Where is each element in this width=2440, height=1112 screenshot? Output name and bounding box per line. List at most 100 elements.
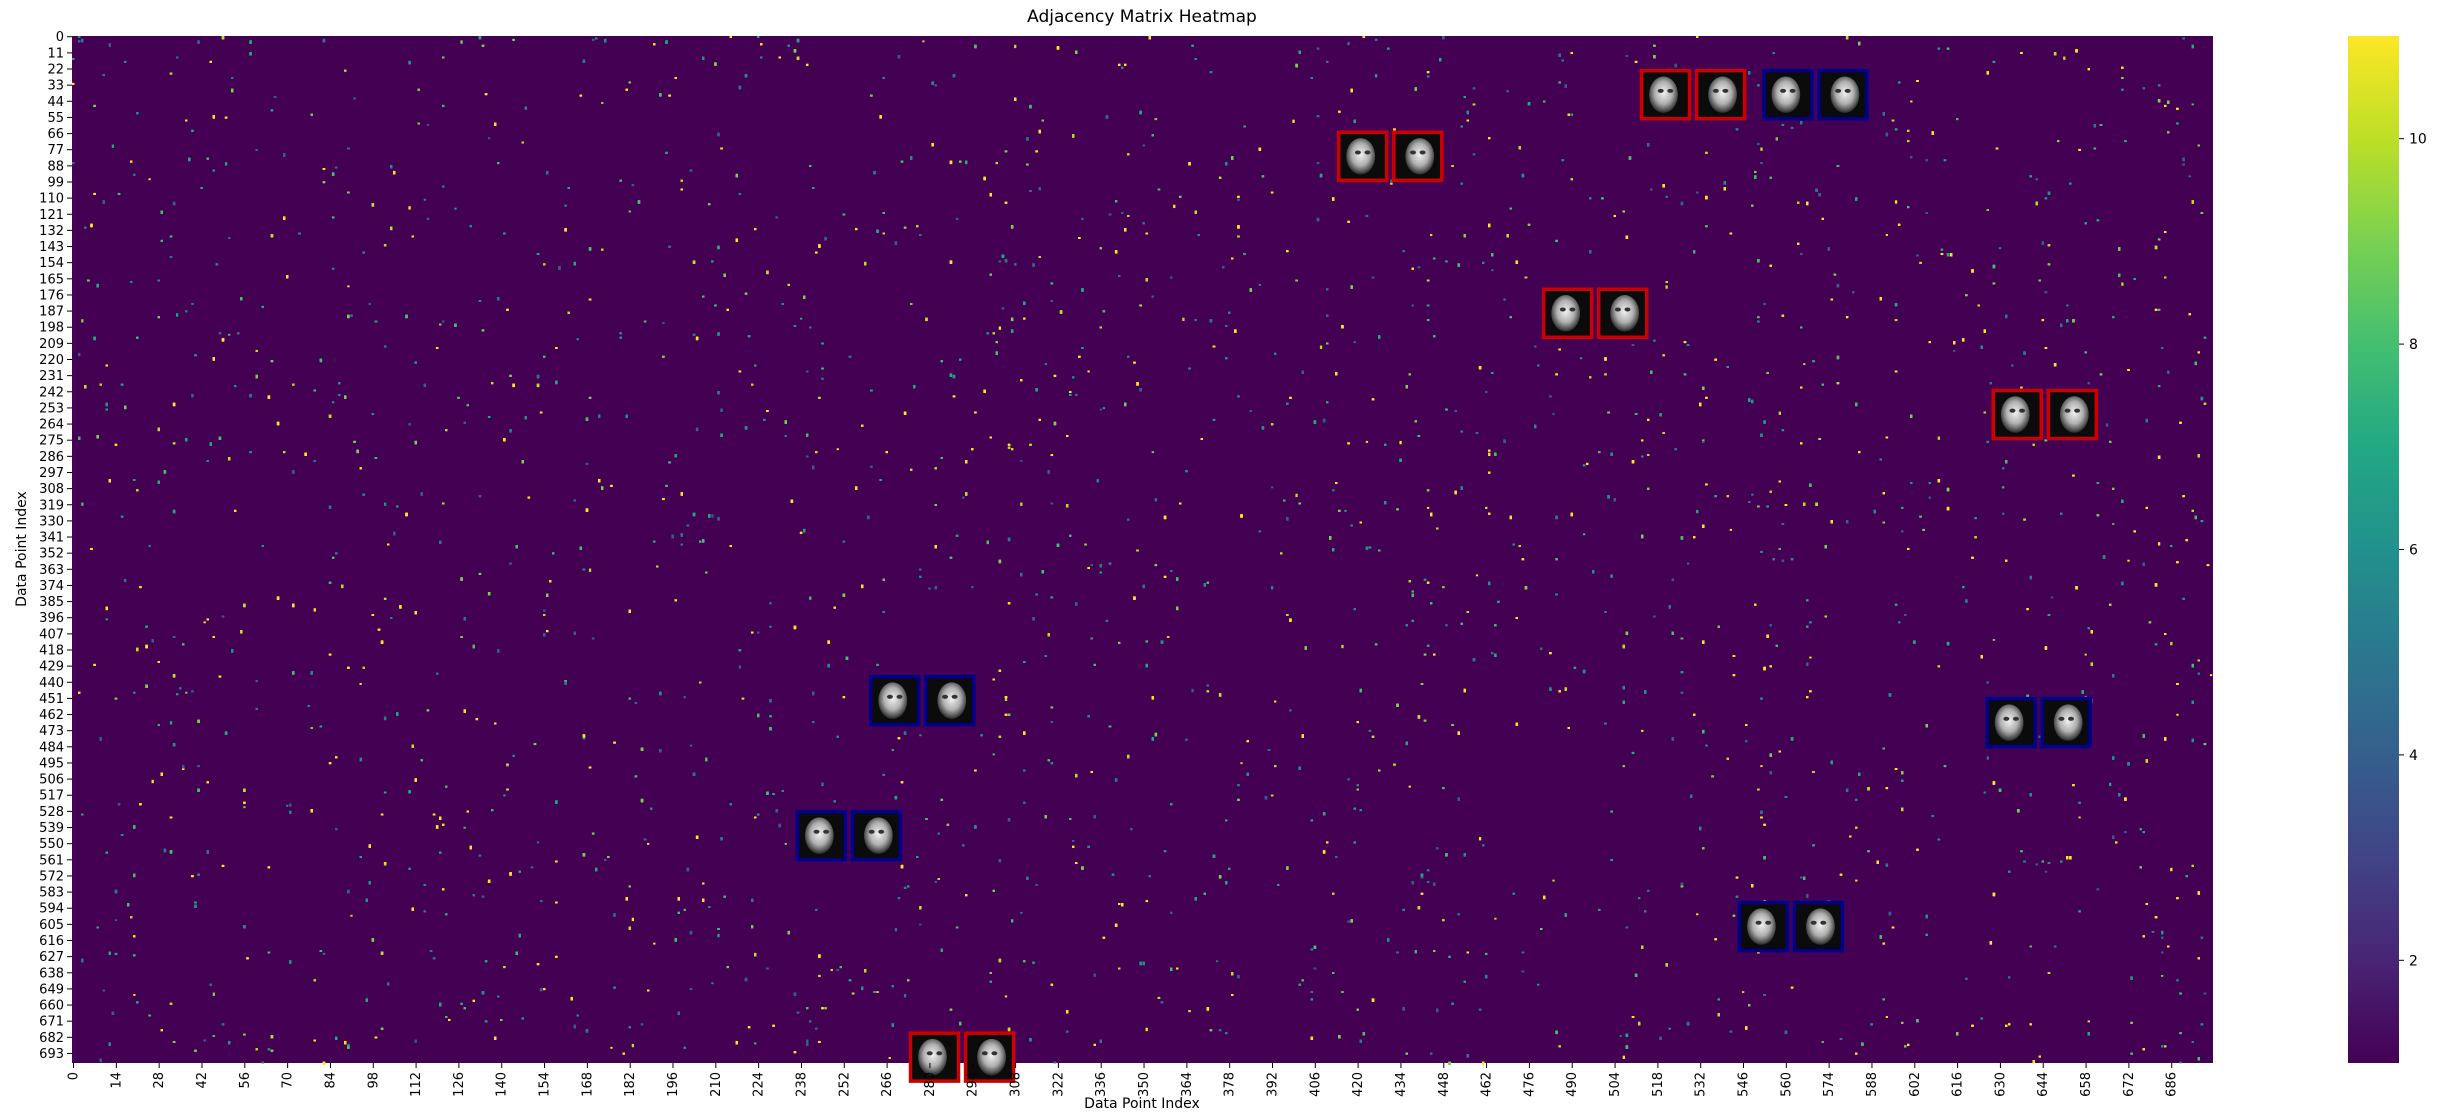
heatmap-cell [662, 322, 665, 324]
heatmap-cell [133, 994, 136, 996]
heatmap-cell [1778, 411, 1781, 415]
heatmap-cell [1910, 100, 1913, 103]
heatmap-cell [1686, 562, 1690, 565]
heatmap-cell [1087, 370, 1090, 373]
heatmap-cell [588, 568, 592, 572]
heatmap-cell [1225, 819, 1228, 822]
heatmap-cell [564, 204, 567, 207]
heatmap-cell [2188, 175, 2191, 178]
heatmap-cell [524, 106, 527, 110]
heatmap-cell [84, 226, 87, 229]
heatmap-cell [487, 137, 491, 140]
heatmap-cell [286, 804, 289, 807]
heatmap-cell [998, 326, 1002, 330]
heatmap-cell [2105, 423, 2109, 427]
heatmap-cell [289, 810, 292, 814]
heatmap-cell [463, 826, 466, 829]
heatmap-cell [1258, 283, 1262, 286]
heatmap-cell [992, 753, 995, 756]
heatmap-cell [175, 313, 179, 317]
heatmap-cell [1775, 137, 1778, 141]
heatmap-cell [717, 933, 720, 938]
heatmap-cell [1809, 656, 1812, 659]
heatmap-cell [212, 992, 215, 996]
heatmap-cell [1488, 452, 1491, 456]
heatmap-cell [414, 1039, 417, 1043]
heatmap-cell [1668, 1027, 1671, 1030]
heatmap-cell [1270, 486, 1274, 489]
heatmap-cell [1998, 247, 2002, 250]
heatmap-cell [347, 285, 350, 288]
heatmap-cell [1665, 285, 1668, 289]
heatmap-cell [653, 942, 656, 945]
heatmap-cell [133, 691, 136, 694]
heatmap-cell [1004, 995, 1008, 998]
heatmap-cell [876, 991, 879, 993]
heatmap-cell [1399, 440, 1402, 445]
heatmap-cell [2127, 559, 2130, 562]
heatmap-cell [460, 40, 463, 44]
heatmap-cell [598, 414, 601, 418]
heatmap-cell [331, 401, 335, 404]
heatmap-cell [2084, 653, 2087, 656]
heatmap-cell [2109, 782, 2112, 787]
heatmap-cell [78, 352, 81, 357]
heatmap-cell [1374, 74, 1378, 78]
heatmap-cell [1099, 408, 1102, 411]
heatmap-cell [1491, 269, 1494, 272]
heatmap-cell [1885, 1016, 1889, 1018]
heatmap-cell [784, 842, 787, 845]
heatmap-cell [114, 919, 118, 922]
heatmap-cell [1319, 345, 1323, 349]
heatmap-cell [1552, 413, 1555, 415]
heatmap-cell [1928, 496, 1931, 499]
heatmap-cell [1295, 493, 1298, 498]
heatmap-cell [1151, 451, 1154, 454]
heatmap-cell [1885, 234, 1889, 236]
heatmap-cell [350, 914, 353, 917]
heatmap-cell [628, 210, 631, 213]
heatmap-cell [1475, 574, 1479, 577]
heatmap-cell [1610, 574, 1613, 578]
heatmap-cell [1173, 204, 1176, 209]
heatmap-cell [1992, 639, 1996, 641]
heatmap-cell [1020, 460, 1023, 462]
heatmap-cell [2087, 1020, 2090, 1023]
heatmap-cell [1430, 234, 1433, 236]
heatmap-cell [1240, 762, 1243, 765]
heatmap-cell [1145, 1027, 1148, 1032]
heatmap-cell [1004, 697, 1008, 702]
heatmap-cell [1408, 785, 1411, 788]
heatmap-cell [1803, 363, 1806, 366]
heatmap-cell [647, 842, 650, 845]
heatmap-cell [1582, 533, 1586, 536]
heatmap-cell [1347, 41, 1350, 46]
heatmap-cell [1093, 973, 1096, 977]
heatmap-cell [1270, 586, 1274, 590]
heatmap-cell [1292, 119, 1295, 123]
heatmap-cell [2157, 542, 2161, 546]
heatmap-cell [124, 578, 127, 583]
heatmap-cell [836, 448, 839, 451]
heatmap-cell [2191, 103, 2194, 106]
heatmap-cell [2078, 816, 2081, 819]
heatmap-cell [689, 744, 693, 747]
heatmap-cell [169, 721, 173, 725]
heatmap-cell [536, 841, 540, 844]
heatmap-cell [610, 1046, 613, 1049]
heatmap-plot-area [72, 36, 2213, 1083]
heatmap-cell [1191, 688, 1194, 693]
heatmap-cell [1503, 298, 1506, 301]
heatmap-cell [2167, 370, 2170, 374]
chart-title: Adjacency Matrix Heatmap [1027, 7, 1257, 27]
heatmap-cell [751, 925, 754, 929]
heatmap-cell [1696, 913, 1699, 916]
heatmap-cell [2066, 304, 2069, 307]
heatmap-cell [157, 724, 160, 726]
heatmap-cell [1894, 200, 1898, 204]
heatmap-cell [919, 734, 922, 737]
heatmap-cell [1741, 991, 1745, 993]
heatmap-cell [261, 545, 264, 547]
heatmap-cell [81, 502, 84, 506]
heatmap-cell [1693, 250, 1696, 254]
